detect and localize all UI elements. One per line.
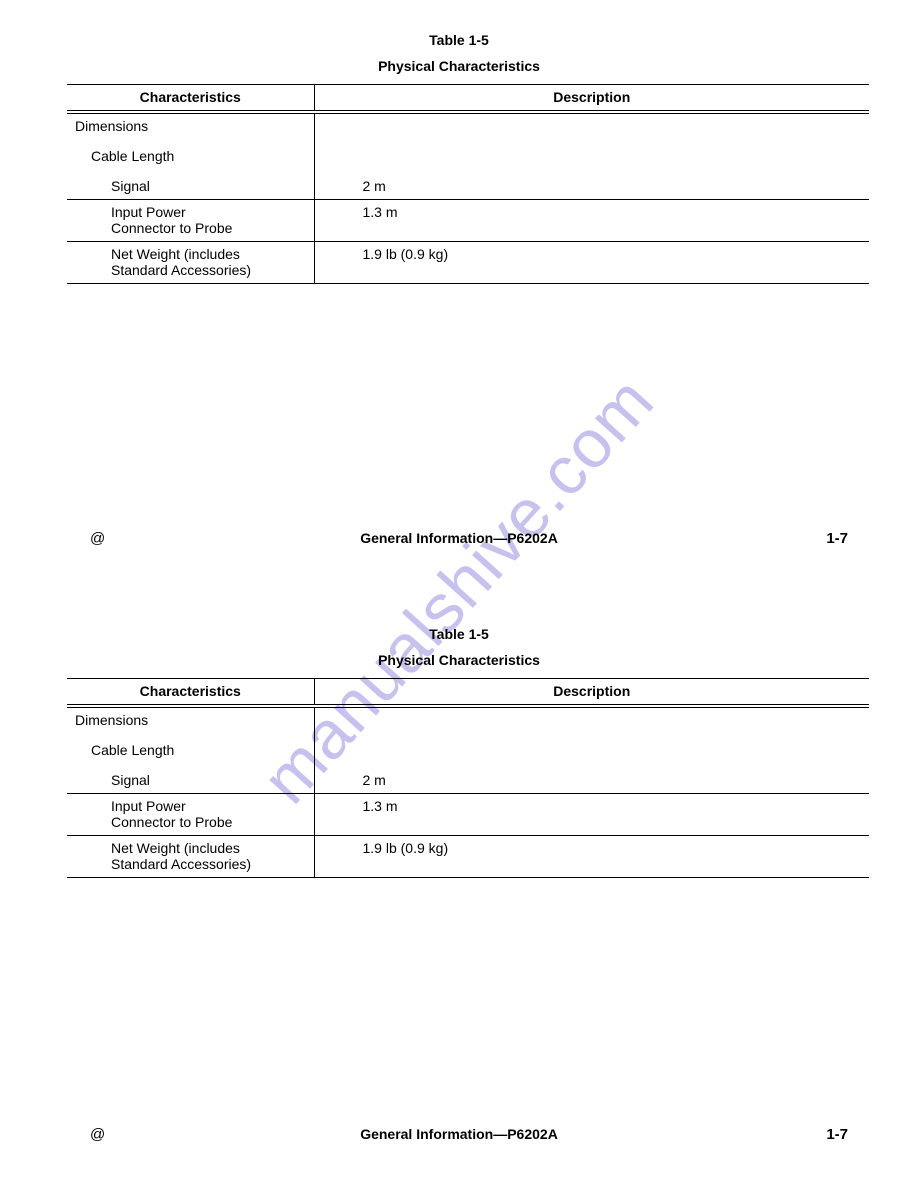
table-row: Signal2 m — [67, 174, 869, 200]
table-caption-title-b: Physical Characteristics — [0, 652, 918, 668]
table-cell-description — [314, 738, 869, 768]
table-row: Net Weight (includes Standard Accessorie… — [67, 836, 869, 878]
table-header-cell: Characteristics — [67, 85, 314, 111]
table-caption-number-b: Table 1-5 — [0, 626, 918, 642]
table-header-cell: Description — [314, 679, 869, 705]
table-cell-characteristic: Cable Length — [67, 738, 314, 768]
table-cell-description — [314, 144, 869, 174]
physical-characteristics-table-b: CharacteristicsDescriptionDimensionsCabl… — [67, 678, 869, 878]
table-row: Net Weight (includes Standard Accessorie… — [67, 242, 869, 284]
table-cell-description: 2 m — [314, 768, 869, 794]
table-cell-description: 1.9 lb (0.9 kg) — [314, 836, 869, 878]
table-cell-characteristic: Input Power Connector to Probe — [67, 200, 314, 242]
table-caption-number-a: Table 1-5 — [0, 32, 918, 48]
table-cell-characteristic: Net Weight (includes Standard Accessorie… — [67, 242, 314, 284]
table-caption-title-a: Physical Characteristics — [0, 58, 918, 74]
table-cell-characteristic: Dimensions — [67, 114, 314, 144]
table-row: Input Power Connector to Probe1.3 m — [67, 794, 869, 836]
table-cell-description — [314, 708, 869, 738]
footer-center-text-b: General Information—P6202A — [0, 1126, 918, 1142]
table-cell-characteristic: Signal — [67, 768, 314, 794]
table-row: Input Power Connector to Probe1.3 m — [67, 200, 869, 242]
table-row: Cable Length — [67, 144, 869, 174]
table-cell-description: 1.9 lb (0.9 kg) — [314, 242, 869, 284]
table-cell-description: 1.3 m — [314, 794, 869, 836]
table-header-cell: Description — [314, 85, 869, 111]
page-footer-b: @ General Information—P6202A 1-7 — [0, 1126, 918, 1148]
table-cell-description — [314, 114, 869, 144]
footer-center-text-a: General Information—P6202A — [0, 530, 918, 546]
table-cell-description: 1.3 m — [314, 200, 869, 242]
table-cell-characteristic: Signal — [67, 174, 314, 200]
page-footer-a: @ General Information—P6202A 1-7 — [0, 530, 918, 552]
footer-page-number-a: 1-7 — [826, 530, 848, 547]
table-cell-characteristic: Input Power Connector to Probe — [67, 794, 314, 836]
table-row: Dimensions — [67, 708, 869, 738]
table-row: Dimensions — [67, 114, 869, 144]
footer-page-number-b: 1-7 — [826, 1126, 848, 1143]
table-row: Cable Length — [67, 738, 869, 768]
table-cell-characteristic: Dimensions — [67, 708, 314, 738]
physical-characteristics-table-a: CharacteristicsDescriptionDimensionsCabl… — [67, 84, 869, 284]
table-cell-description: 2 m — [314, 174, 869, 200]
table-cell-characteristic: Cable Length — [67, 144, 314, 174]
table-header-cell: Characteristics — [67, 679, 314, 705]
table-cell-characteristic: Net Weight (includes Standard Accessorie… — [67, 836, 314, 878]
table-row: Signal2 m — [67, 768, 869, 794]
